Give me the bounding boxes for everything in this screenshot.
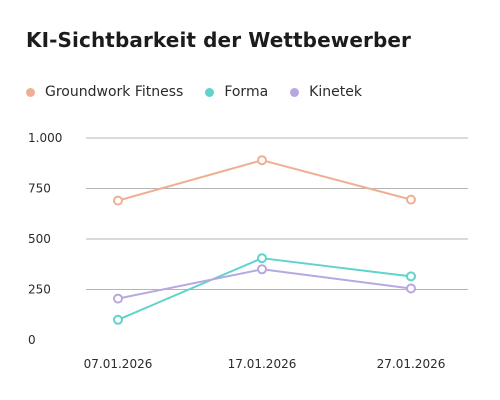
y-tick-label: 500: [28, 232, 51, 246]
data-point[interactable]: [113, 293, 123, 304]
legend: Groundwork Fitness Forma Kinetek: [26, 84, 384, 100]
y-tick-label: 750: [28, 182, 51, 196]
data-point[interactable]: [406, 194, 416, 205]
data-point[interactable]: [406, 271, 416, 282]
legend-label: Groundwork Fitness: [45, 84, 184, 100]
series-line: [117, 268, 412, 300]
data-point[interactable]: [257, 264, 267, 275]
data-point[interactable]: [257, 253, 267, 264]
legend-marker-kinetek: [290, 87, 300, 97]
data-point[interactable]: [406, 283, 416, 294]
y-tick-label: 0: [28, 333, 36, 347]
x-tick-label: 07.01.2026: [84, 357, 153, 371]
y-tick-label: 1.000: [28, 131, 62, 145]
legend-label: Forma: [224, 84, 269, 100]
legend-marker-forma: [205, 87, 215, 97]
legend-marker-groundwork-fitness: [26, 87, 35, 97]
x-tick-label: 27.01.2026: [377, 357, 446, 371]
series-line: [117, 159, 412, 202]
y-tick-label: 250: [28, 283, 51, 297]
chart-title: KI-Sichtbarkeit der Wettbewerber: [26, 28, 412, 52]
legend-item-kinetek[interactable]: Kinetek: [290, 84, 362, 100]
data-point[interactable]: [257, 155, 267, 166]
legend-item-forma[interactable]: Forma: [205, 84, 268, 100]
legend-label: Kinetek: [309, 84, 362, 100]
data-point[interactable]: [113, 195, 123, 206]
legend-item-groundwork-fitness[interactable]: Groundwork Fitness: [26, 84, 183, 100]
x-tick-label: 17.01.2026: [228, 357, 297, 371]
data-point[interactable]: [113, 314, 123, 325]
